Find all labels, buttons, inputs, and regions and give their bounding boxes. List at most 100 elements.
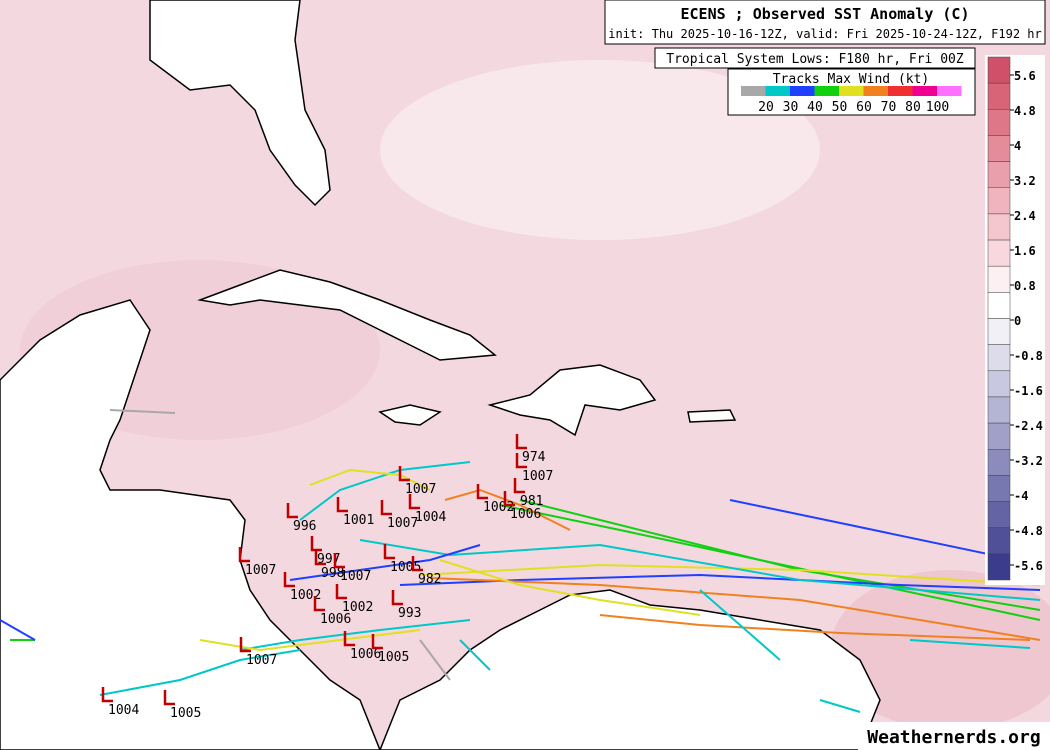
low-marker: [283, 572, 295, 588]
track: [419, 639, 451, 681]
colorbar-label: 3.2: [1014, 174, 1036, 188]
colorbar-cell: [987, 422, 1011, 450]
land: [0, 0, 881, 750]
track: [819, 699, 861, 713]
track: [429, 577, 1041, 641]
wind-label: 80: [905, 100, 921, 115]
low-marker: [391, 590, 403, 606]
watermark-box: [858, 722, 1050, 750]
low-pressure: 982: [418, 572, 441, 587]
low-marker: [101, 687, 113, 703]
low-pressure: 1007: [522, 469, 553, 484]
puerto-rico: [687, 409, 737, 423]
lows-label: Tropical System Lows: F180 hr, Fri 00Z: [666, 52, 964, 67]
lows-box: [654, 47, 976, 69]
low-marker: [383, 544, 395, 560]
track: [444, 488, 571, 531]
colorbar-label: -0.8: [1014, 349, 1043, 363]
low-pressure: 1002: [342, 600, 373, 615]
subtitle: init: Thu 2025-10-16-12Z, valid: Fri 202…: [608, 27, 1041, 41]
track: [99, 649, 301, 696]
colorbar-cell: [987, 449, 1011, 476]
colorbar-label: -4.8: [1014, 524, 1043, 538]
wind-legend-title: Tracks Max Wind (kt): [773, 72, 930, 87]
cuba: [197, 269, 497, 361]
wind-swatch: [839, 86, 864, 96]
colorbar-cell: [987, 109, 1011, 136]
central-america: [0, 299, 381, 750]
colorbar-label: 4.8: [1014, 104, 1036, 118]
low-pressure: 974: [522, 450, 546, 465]
low-pressure: 1001: [343, 513, 374, 528]
colorbar-label: -5.6: [1014, 559, 1043, 573]
colorbar-cell: [987, 553, 1011, 581]
wind-swatch: [765, 86, 790, 96]
low-marker: [310, 536, 322, 552]
colorbar-cell: [987, 396, 1011, 424]
low-pressure: 996: [293, 519, 316, 534]
track: [399, 573, 1041, 591]
wind-label: 100: [926, 100, 949, 115]
low-pressure: 1005: [378, 650, 409, 665]
low-marker: [515, 434, 527, 450]
wind-label: 20: [758, 100, 774, 115]
low-marker: [513, 478, 525, 494]
low-pressure: 1006: [350, 647, 381, 662]
colorbar-label: 4: [1014, 139, 1021, 153]
low-marker: [398, 466, 410, 482]
colorbar-cell: [987, 135, 1011, 162]
wind-swatch: [814, 86, 839, 96]
colorbar-cell: [987, 213, 1011, 241]
low-marker: [380, 500, 392, 516]
low-marker: [476, 484, 488, 500]
wind-label: 40: [807, 100, 823, 115]
colorbar-cell: [987, 344, 1011, 372]
low-pressure: 1004: [108, 703, 139, 718]
south-america: [379, 589, 881, 750]
low-pressure: 1006: [320, 612, 351, 627]
track: [459, 639, 491, 671]
hispaniola: [487, 364, 657, 437]
track: [289, 544, 481, 581]
track: [419, 563, 1041, 586]
colorbar-cell: [987, 370, 1011, 398]
wind-swatch: [912, 86, 937, 96]
wind-swatch: [888, 86, 913, 96]
colorbar-cell: [987, 82, 1011, 110]
colorbar-label: -4: [1014, 489, 1028, 503]
low-marker: [333, 553, 345, 569]
colorbar: 5.6 4.8 4 3.2 2.4 1.6 0.8 0 -0.8 -1.6 -2.4 -3.2 -4 -4…: [987, 56, 1043, 581]
colorbar-label: 0.8: [1014, 279, 1036, 293]
low-pressure: 1005: [170, 706, 201, 721]
low-marker: [411, 556, 423, 572]
colorbar-label: -3.2: [1014, 454, 1043, 468]
colorbar-label: -2.4: [1014, 419, 1043, 433]
colorbar-label: -1.6: [1014, 384, 1043, 398]
colorbar-label: 2.4: [1014, 209, 1036, 223]
low-marker: [314, 550, 326, 566]
colorbar-cell: [987, 187, 1011, 215]
low-pressure: 1004: [415, 510, 446, 525]
watermark: Weathernerds.org: [867, 727, 1040, 748]
track: [909, 639, 1031, 649]
wind-label: 60: [856, 100, 872, 115]
header-box: [604, 0, 1046, 45]
track: [499, 504, 1041, 621]
title: ECENS ; Observed SST Anomaly (C): [681, 5, 970, 23]
track: [0, 619, 36, 641]
low-marker: [343, 631, 355, 647]
sst-patch: [380, 60, 820, 240]
low-pressure: 1007: [245, 563, 276, 578]
colorbar-cell: [987, 527, 1011, 555]
track: [729, 499, 1041, 566]
low-marker: [336, 497, 348, 513]
track: [109, 409, 176, 414]
track: [359, 539, 1041, 601]
colorbar-cell: [987, 292, 1011, 319]
colorbar-cell: [987, 501, 1011, 528]
wind-label: 30: [783, 100, 799, 115]
low-marker: [503, 491, 515, 507]
track: [239, 619, 471, 651]
track: [439, 559, 701, 616]
wind-swatch: [937, 86, 962, 96]
